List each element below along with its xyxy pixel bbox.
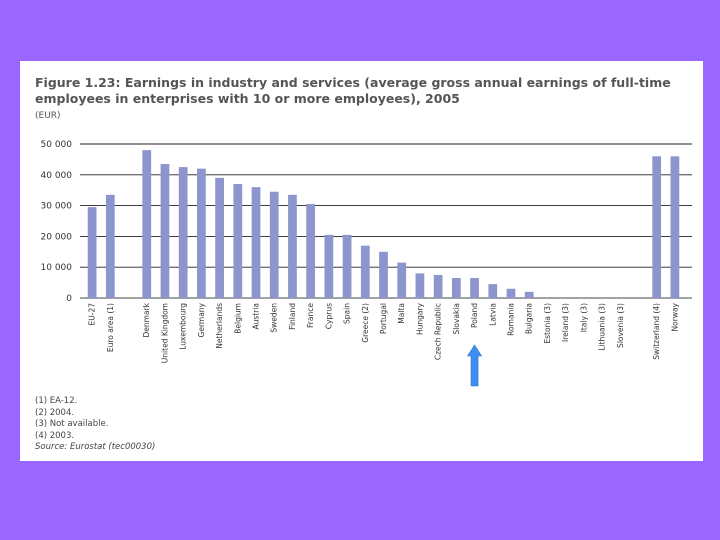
x-tick-label: Estonia (3) xyxy=(543,303,552,344)
x-tick-label: Switzerland (4) xyxy=(652,303,661,360)
bar xyxy=(506,288,516,298)
x-tick-label: Luxembourg xyxy=(179,303,188,350)
x-tick-label: Sweden xyxy=(270,303,279,333)
bar xyxy=(324,234,334,298)
bar xyxy=(160,164,170,298)
x-tick-label: Germany xyxy=(197,302,206,337)
bar xyxy=(197,168,206,298)
x-tick-label: Czech Republic xyxy=(434,303,443,360)
bar xyxy=(488,284,498,298)
y-tick-label: 40 000 xyxy=(41,171,73,181)
footnotes: (1) EA-12. (2) 2004. (3) Not available. … xyxy=(35,396,155,454)
x-tick-label: Latvia xyxy=(488,303,497,326)
bar xyxy=(652,156,662,298)
bar xyxy=(105,194,115,298)
x-tick-label: France xyxy=(306,303,315,328)
footnote: (4) 2003. xyxy=(35,430,75,441)
unit-label: (EUR) xyxy=(35,111,61,121)
bar xyxy=(397,262,407,298)
highlight-arrow xyxy=(467,344,483,387)
x-tick-label: Netherlands xyxy=(215,303,224,349)
x-tick-label: Poland xyxy=(470,303,479,328)
x-tick-label: Cyprus xyxy=(324,303,333,329)
x-tick-label: Finland xyxy=(288,303,297,330)
y-tick-label: 10 000 xyxy=(41,263,73,273)
slide-panel: Figure 1.23: Earnings in industry and se… xyxy=(20,61,703,461)
figure-title: Figure 1.23: Earnings in industry and se… xyxy=(35,75,671,106)
x-axis-labels: EU-27 Euro area (1) Denmark United Kingdom L… xyxy=(88,302,680,363)
bar xyxy=(415,273,425,298)
x-tick-label: United Kingdom xyxy=(160,303,169,363)
x-tick-label: Euro area (1) xyxy=(106,303,115,352)
x-tick-label: Belgium xyxy=(233,303,242,334)
y-tick-label: 0 xyxy=(66,294,72,304)
bar xyxy=(433,274,443,298)
footnote: (1) EA-12. xyxy=(35,396,78,406)
bars xyxy=(87,150,680,298)
y-axis-ticks: 50 000 40 000 30 000 20 000 10 000 0 xyxy=(41,140,73,304)
bar xyxy=(524,291,534,298)
y-tick-label: 20 000 xyxy=(41,232,73,242)
x-tick-label: Malta xyxy=(397,303,406,324)
x-tick-label: Romania xyxy=(506,303,515,336)
bar xyxy=(288,194,297,298)
x-tick-label: Italy (3) xyxy=(579,303,588,332)
bar xyxy=(360,245,370,298)
bar xyxy=(451,277,461,298)
bar xyxy=(215,177,224,298)
x-tick-label: EU-27 xyxy=(88,303,97,326)
x-tick-label: Ireland (3) xyxy=(561,303,570,342)
x-tick-label: Norway xyxy=(670,302,679,331)
x-tick-label: Hungary xyxy=(415,302,424,335)
source-note: Source: Eurostat (tec00030) xyxy=(35,442,156,452)
x-tick-label: Lithuania (3) xyxy=(598,303,607,351)
bar xyxy=(342,234,352,298)
x-tick-label: Bulgaria xyxy=(525,303,534,334)
x-tick-label: Austria xyxy=(252,303,261,330)
y-tick-label: 30 000 xyxy=(41,202,73,212)
bar xyxy=(470,277,479,298)
bar xyxy=(87,207,97,298)
x-tick-label: Greece (2) xyxy=(361,303,370,343)
x-tick-label: Spain xyxy=(343,303,352,324)
y-tick-label: 50 000 xyxy=(41,140,73,150)
bar xyxy=(178,167,188,298)
x-tick-label: Portugal xyxy=(379,303,388,334)
bar xyxy=(251,187,261,298)
bar xyxy=(233,184,243,298)
footnote: (3) Not available. xyxy=(35,419,109,429)
arrow-up-icon xyxy=(467,344,483,387)
bar xyxy=(306,204,316,298)
x-tick-label: Slovenia (3) xyxy=(616,303,625,348)
x-tick-label: Denmark xyxy=(142,302,151,337)
x-tick-label: Slovakia xyxy=(452,303,461,335)
footnote: (2) 2004. xyxy=(35,407,75,418)
bar-chart: 50 000 40 000 30 000 20 000 10 000 0 EU-27 Eur… xyxy=(41,140,692,387)
bar xyxy=(142,150,152,298)
bar xyxy=(269,191,279,298)
bar xyxy=(670,156,680,298)
bar xyxy=(379,251,388,298)
